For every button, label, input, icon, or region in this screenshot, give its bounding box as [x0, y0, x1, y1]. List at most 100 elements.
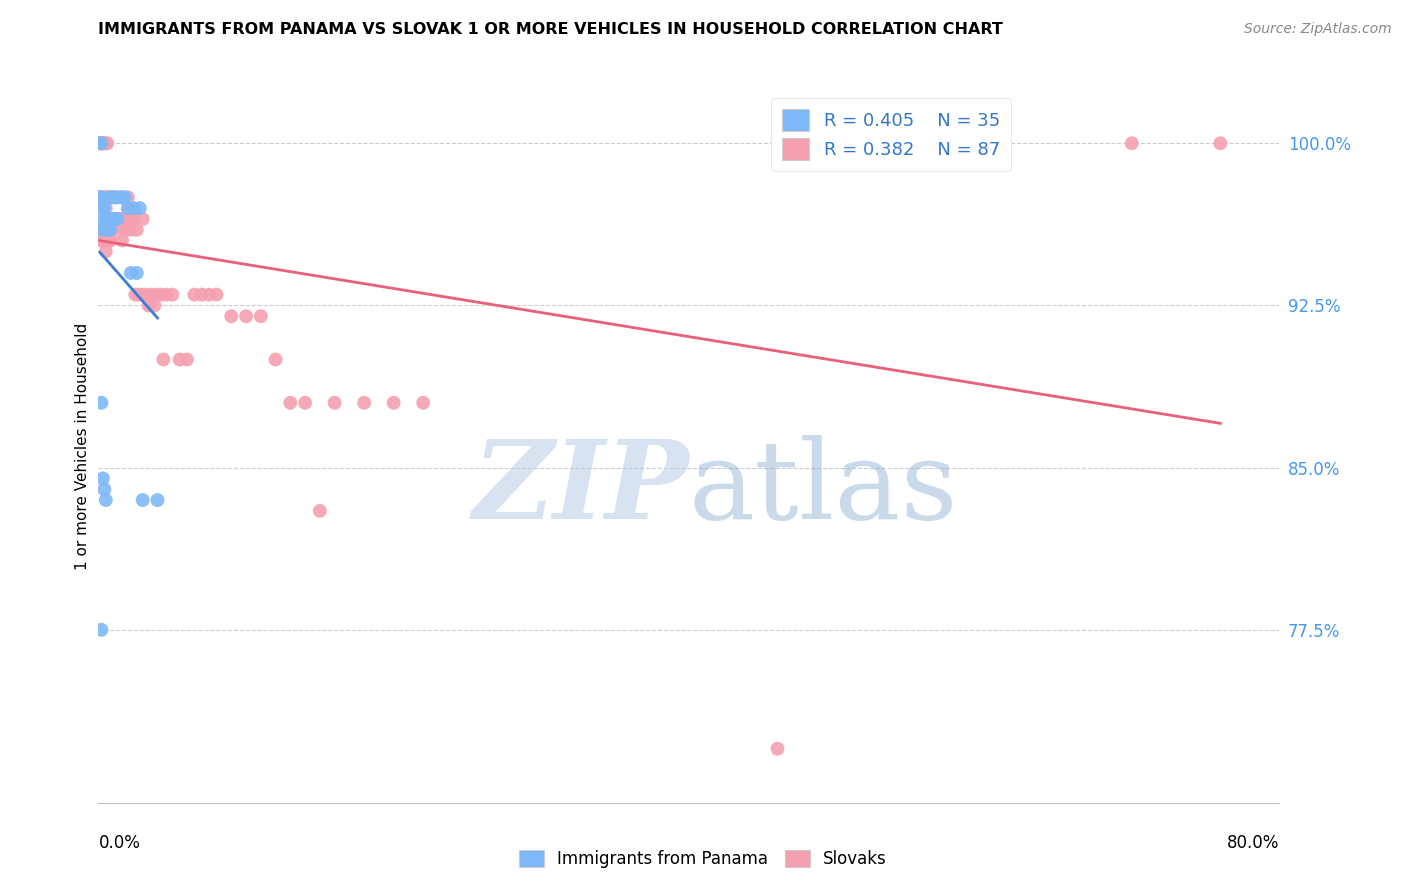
Point — [94, 136, 117, 151]
Point — [1121, 136, 1143, 151]
Point — [97, 223, 120, 237]
Point — [94, 201, 117, 215]
Point — [103, 211, 125, 226]
Point — [766, 741, 789, 756]
Point — [89, 190, 111, 204]
Point — [125, 266, 148, 280]
Point — [110, 211, 132, 226]
Point — [94, 244, 117, 259]
Point — [91, 471, 114, 485]
Point — [89, 136, 111, 151]
Point — [114, 211, 136, 226]
Point — [93, 201, 115, 215]
Point — [90, 396, 112, 410]
Point — [97, 211, 120, 226]
Point — [108, 211, 131, 226]
Point — [103, 190, 125, 204]
Point — [90, 623, 112, 637]
Point — [90, 136, 112, 151]
Point — [96, 223, 118, 237]
Point — [110, 190, 132, 204]
Point — [100, 211, 122, 226]
Point — [146, 287, 169, 301]
Point — [100, 223, 122, 237]
Point — [89, 136, 111, 151]
Point — [96, 223, 118, 237]
Point — [91, 136, 114, 151]
Point — [96, 136, 118, 151]
Point — [91, 201, 114, 215]
Text: ZIP: ZIP — [472, 435, 689, 542]
Point — [120, 266, 142, 280]
Point — [104, 211, 127, 226]
Point — [89, 190, 111, 204]
Point — [141, 287, 163, 301]
Point — [117, 190, 139, 204]
Point — [323, 396, 346, 410]
Point — [105, 211, 128, 226]
Point — [294, 396, 316, 410]
Point — [110, 190, 132, 204]
Point — [152, 352, 174, 367]
Point — [278, 396, 302, 410]
Point — [111, 190, 134, 204]
Point — [89, 136, 111, 151]
Point — [93, 223, 115, 237]
Point — [94, 190, 117, 204]
Point — [132, 493, 155, 508]
Point — [114, 190, 136, 204]
Y-axis label: 1 or more Vehicles in Household: 1 or more Vehicles in Household — [75, 322, 90, 570]
Point — [120, 223, 142, 237]
Point — [353, 396, 375, 410]
Point — [90, 190, 112, 204]
Point — [105, 190, 128, 204]
Point — [94, 493, 117, 508]
Text: 80.0%: 80.0% — [1227, 834, 1279, 852]
Point — [183, 287, 205, 301]
Point — [93, 234, 115, 248]
Point — [122, 201, 145, 215]
Point — [169, 352, 191, 367]
Point — [98, 223, 121, 237]
Point — [98, 211, 121, 226]
Point — [264, 352, 287, 367]
Point — [149, 287, 172, 301]
Point — [309, 504, 332, 518]
Point — [132, 287, 155, 301]
Point — [128, 201, 150, 215]
Point — [90, 190, 112, 204]
Point — [112, 223, 135, 237]
Point — [117, 201, 139, 215]
Point — [1209, 136, 1232, 151]
Point — [98, 190, 121, 204]
Point — [94, 223, 117, 237]
Point — [97, 234, 120, 248]
Point — [96, 211, 118, 226]
Legend: R = 0.405    N = 35, R = 0.382    N = 87: R = 0.405 N = 35, R = 0.382 N = 87 — [770, 98, 1011, 171]
Text: atlas: atlas — [689, 435, 959, 542]
Point — [90, 190, 112, 204]
Point — [90, 136, 112, 151]
Point — [111, 211, 134, 226]
Point — [250, 310, 273, 324]
Point — [90, 223, 112, 237]
Point — [98, 190, 121, 204]
Point — [90, 234, 112, 248]
Legend: Immigrants from Panama, Slovaks: Immigrants from Panama, Slovaks — [512, 843, 894, 875]
Point — [128, 287, 150, 301]
Point — [122, 211, 145, 226]
Point — [138, 298, 160, 312]
Point — [135, 287, 157, 301]
Point — [125, 223, 148, 237]
Point — [91, 190, 114, 204]
Point — [90, 136, 112, 151]
Point — [93, 136, 115, 151]
Point — [91, 211, 114, 226]
Point — [115, 223, 138, 237]
Text: IMMIGRANTS FROM PANAMA VS SLOVAK 1 OR MORE VEHICLES IN HOUSEHOLD CORRELATION CHA: IMMIGRANTS FROM PANAMA VS SLOVAK 1 OR MO… — [98, 22, 1004, 37]
Point — [107, 211, 129, 226]
Point — [120, 211, 142, 226]
Point — [105, 190, 128, 204]
Point — [146, 493, 169, 508]
Point — [96, 190, 118, 204]
